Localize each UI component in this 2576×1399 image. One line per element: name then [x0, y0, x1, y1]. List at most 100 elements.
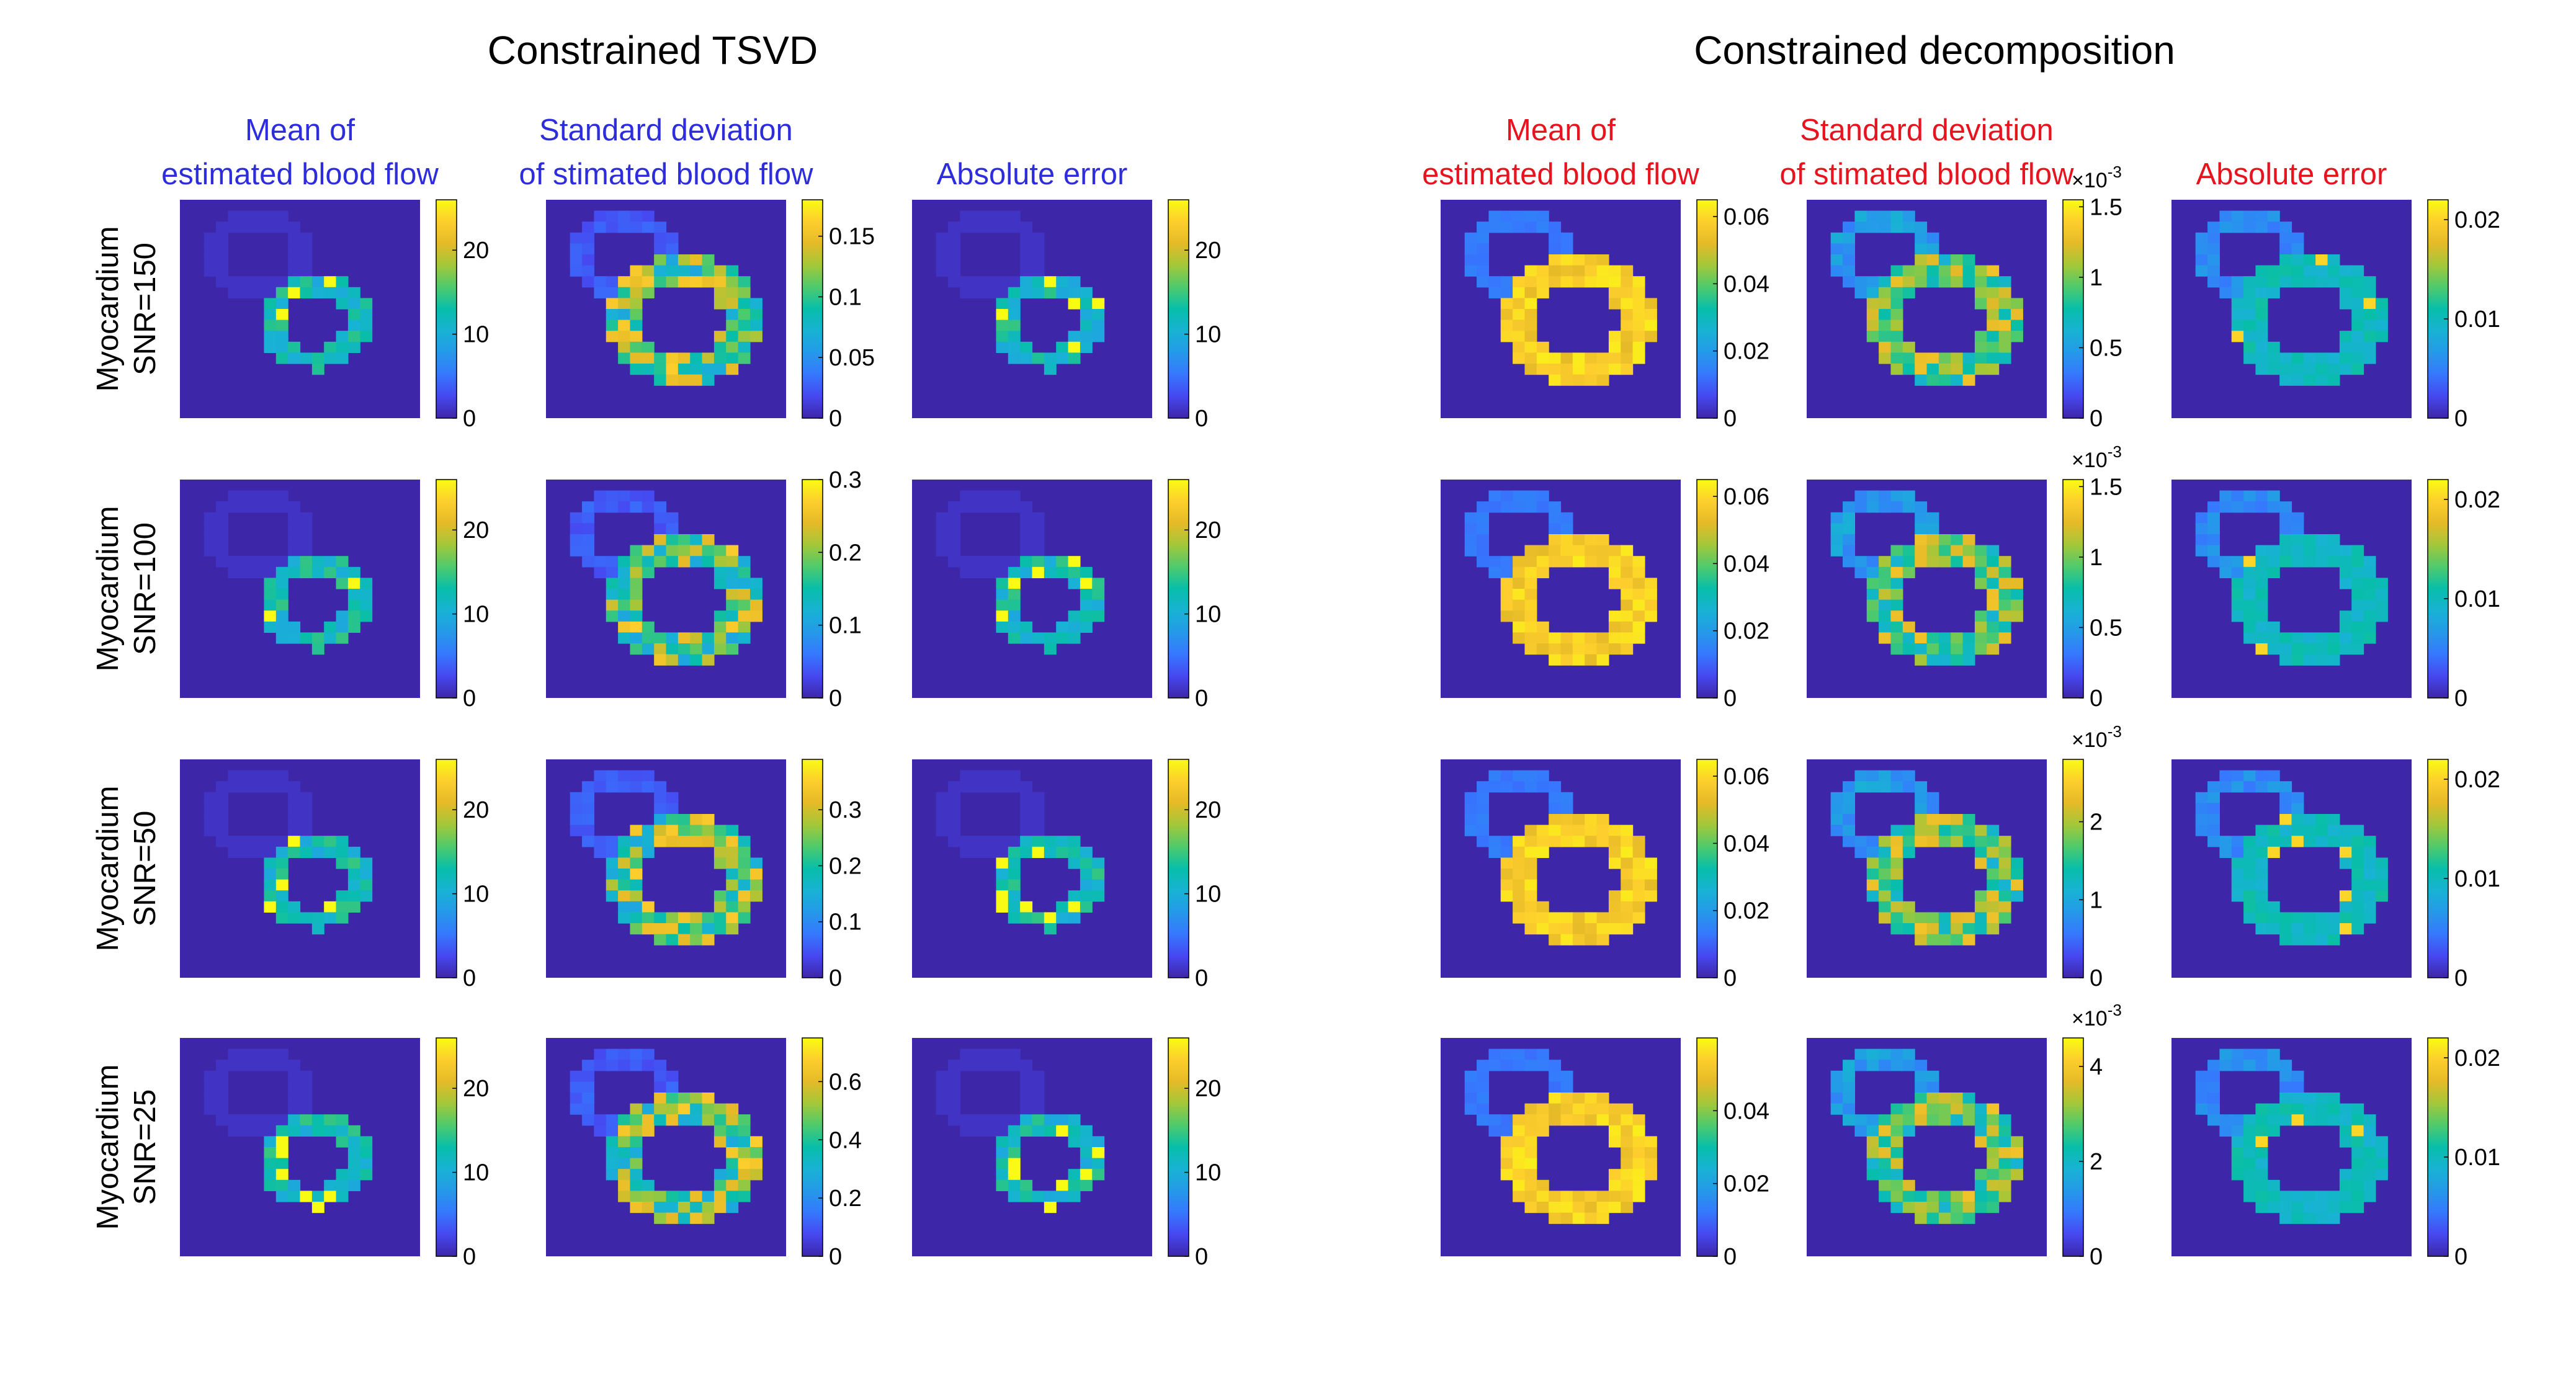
heatmap-cell — [749, 309, 763, 321]
heatmap-cell — [1080, 1147, 1093, 1159]
heatmap-cell — [713, 578, 727, 589]
heatmap-cell — [1596, 643, 1609, 655]
colorbar-tick-label: 20 — [1195, 797, 1221, 823]
heatmap-cell — [203, 1070, 217, 1082]
heatmap-cell — [2231, 599, 2244, 611]
heatmap-cell — [1866, 599, 1879, 611]
heatmap-cell — [654, 221, 667, 233]
heatmap-cell — [1536, 1048, 1549, 1060]
heatmap-cell — [1632, 331, 1645, 342]
heatmap-cell — [264, 501, 277, 513]
heatmap-cell — [300, 243, 313, 255]
heatmap-cell — [1854, 770, 1867, 782]
heatmap-cell — [1926, 1081, 1939, 1093]
heatmap-cell — [1938, 912, 1951, 924]
heatmap-cell — [1500, 1169, 1513, 1181]
heatmap-cell — [1020, 232, 1033, 244]
heatmap-cell — [972, 1125, 985, 1137]
heatmap-cell — [1843, 243, 1855, 255]
heatmap-cell — [1560, 1212, 1573, 1224]
heatmap-cell — [1596, 254, 1609, 266]
heatmap-cell — [1621, 1103, 1634, 1115]
heatmap-cell — [1560, 934, 1573, 945]
heatmap-cell — [1044, 556, 1057, 568]
heatmap-cell — [2195, 254, 2208, 266]
heatmap-cell — [2375, 869, 2388, 880]
heatmap-cell — [2267, 912, 2280, 924]
heatmap-cell — [702, 643, 715, 655]
heatmap-cell — [726, 632, 739, 644]
heatmap-cell — [1032, 566, 1045, 578]
heatmap-cell — [2219, 770, 2232, 782]
heatmap-cell — [702, 1212, 715, 1224]
heatmap-cell — [1008, 1114, 1021, 1126]
heatmap-cell — [336, 352, 349, 364]
heatmap-cell — [2315, 1212, 2328, 1224]
heatmap-cell — [713, 846, 727, 858]
heatmap-cell — [1092, 857, 1105, 869]
heatmap-cell — [311, 556, 324, 568]
heatmap-cell — [630, 846, 643, 858]
heatmap-cell — [1044, 364, 1057, 375]
heatmap-cell — [2231, 610, 2244, 622]
heatmap-cell — [347, 869, 360, 880]
heatmap-cell — [239, 501, 253, 513]
heatmap-cell — [2279, 254, 2292, 266]
colorbar-tick-label: 2 — [2090, 1149, 2103, 1175]
heatmap-cell — [1500, 566, 1513, 578]
heatmap-cell — [630, 836, 643, 847]
heatmap-cell — [666, 254, 679, 266]
heatmap-cell — [1008, 320, 1021, 331]
heatmap-cell — [2255, 364, 2268, 375]
heatmap-cell — [2255, 309, 2268, 321]
heatmap-cell — [2219, 276, 2232, 288]
heatmap-cell — [1008, 857, 1021, 869]
heatmap-cell — [1008, 352, 1021, 364]
heatmap-cell — [1951, 836, 1964, 847]
heatmap-cell — [1621, 1136, 1634, 1148]
heatmap-cell — [972, 276, 985, 288]
heatmap-cell — [2339, 1136, 2352, 1148]
heatmap-cell — [1926, 632, 1939, 644]
heatmap-cell — [972, 781, 985, 793]
heatmap-cell — [1890, 1191, 1903, 1202]
heatmap-cell — [1056, 276, 1069, 288]
heatmap-cell — [288, 276, 301, 288]
heatmap-cell — [1879, 1060, 1892, 1071]
heatmap-cell — [1056, 341, 1069, 353]
heatmap-cell — [2363, 566, 2376, 578]
heatmap-cell — [1879, 610, 1892, 622]
heatmap-cell — [2291, 352, 2304, 364]
heatmap-cell — [2279, 632, 2292, 644]
heatmap-cell — [288, 1179, 301, 1191]
heatmap-cell — [2255, 276, 2268, 288]
heatmap-cell — [216, 836, 228, 847]
heatmap-cell — [252, 781, 265, 793]
heatmap-cell — [1585, 265, 1598, 277]
heatmap-cell — [2363, 1114, 2376, 1126]
heatmap-cell — [2339, 632, 2352, 644]
heatmap-cell — [984, 1060, 997, 1071]
heatmap-cell — [948, 825, 960, 836]
heatmap-cell — [1951, 352, 1964, 364]
heatmap-cell — [1890, 1179, 1903, 1191]
heatmap-cell — [216, 512, 228, 524]
heatmap-cell — [749, 890, 763, 902]
heatmap-cell — [1092, 589, 1105, 601]
heatmap-cell — [749, 879, 763, 891]
heatmap-cell — [1524, 1202, 1537, 1214]
heatmap-cell — [749, 1158, 763, 1169]
heatmap-cell — [1926, 276, 1939, 288]
heatmap-cell — [1477, 1093, 1489, 1104]
heatmap-cell — [618, 836, 631, 847]
heatmap-cell — [690, 352, 703, 364]
heatmap-cell — [2207, 232, 2220, 244]
heatmap-cell — [606, 556, 619, 568]
colorbar-tick-label: 1.5 — [2090, 474, 2122, 500]
heatmap-cell — [2010, 1136, 2023, 1148]
heatmap-cell — [347, 846, 360, 858]
colorbar-tick-label: 1.5 — [2090, 194, 2122, 220]
heatmap-cell — [300, 534, 313, 546]
heatmap-cell — [984, 566, 997, 578]
heatmap-cell — [1843, 221, 1855, 233]
